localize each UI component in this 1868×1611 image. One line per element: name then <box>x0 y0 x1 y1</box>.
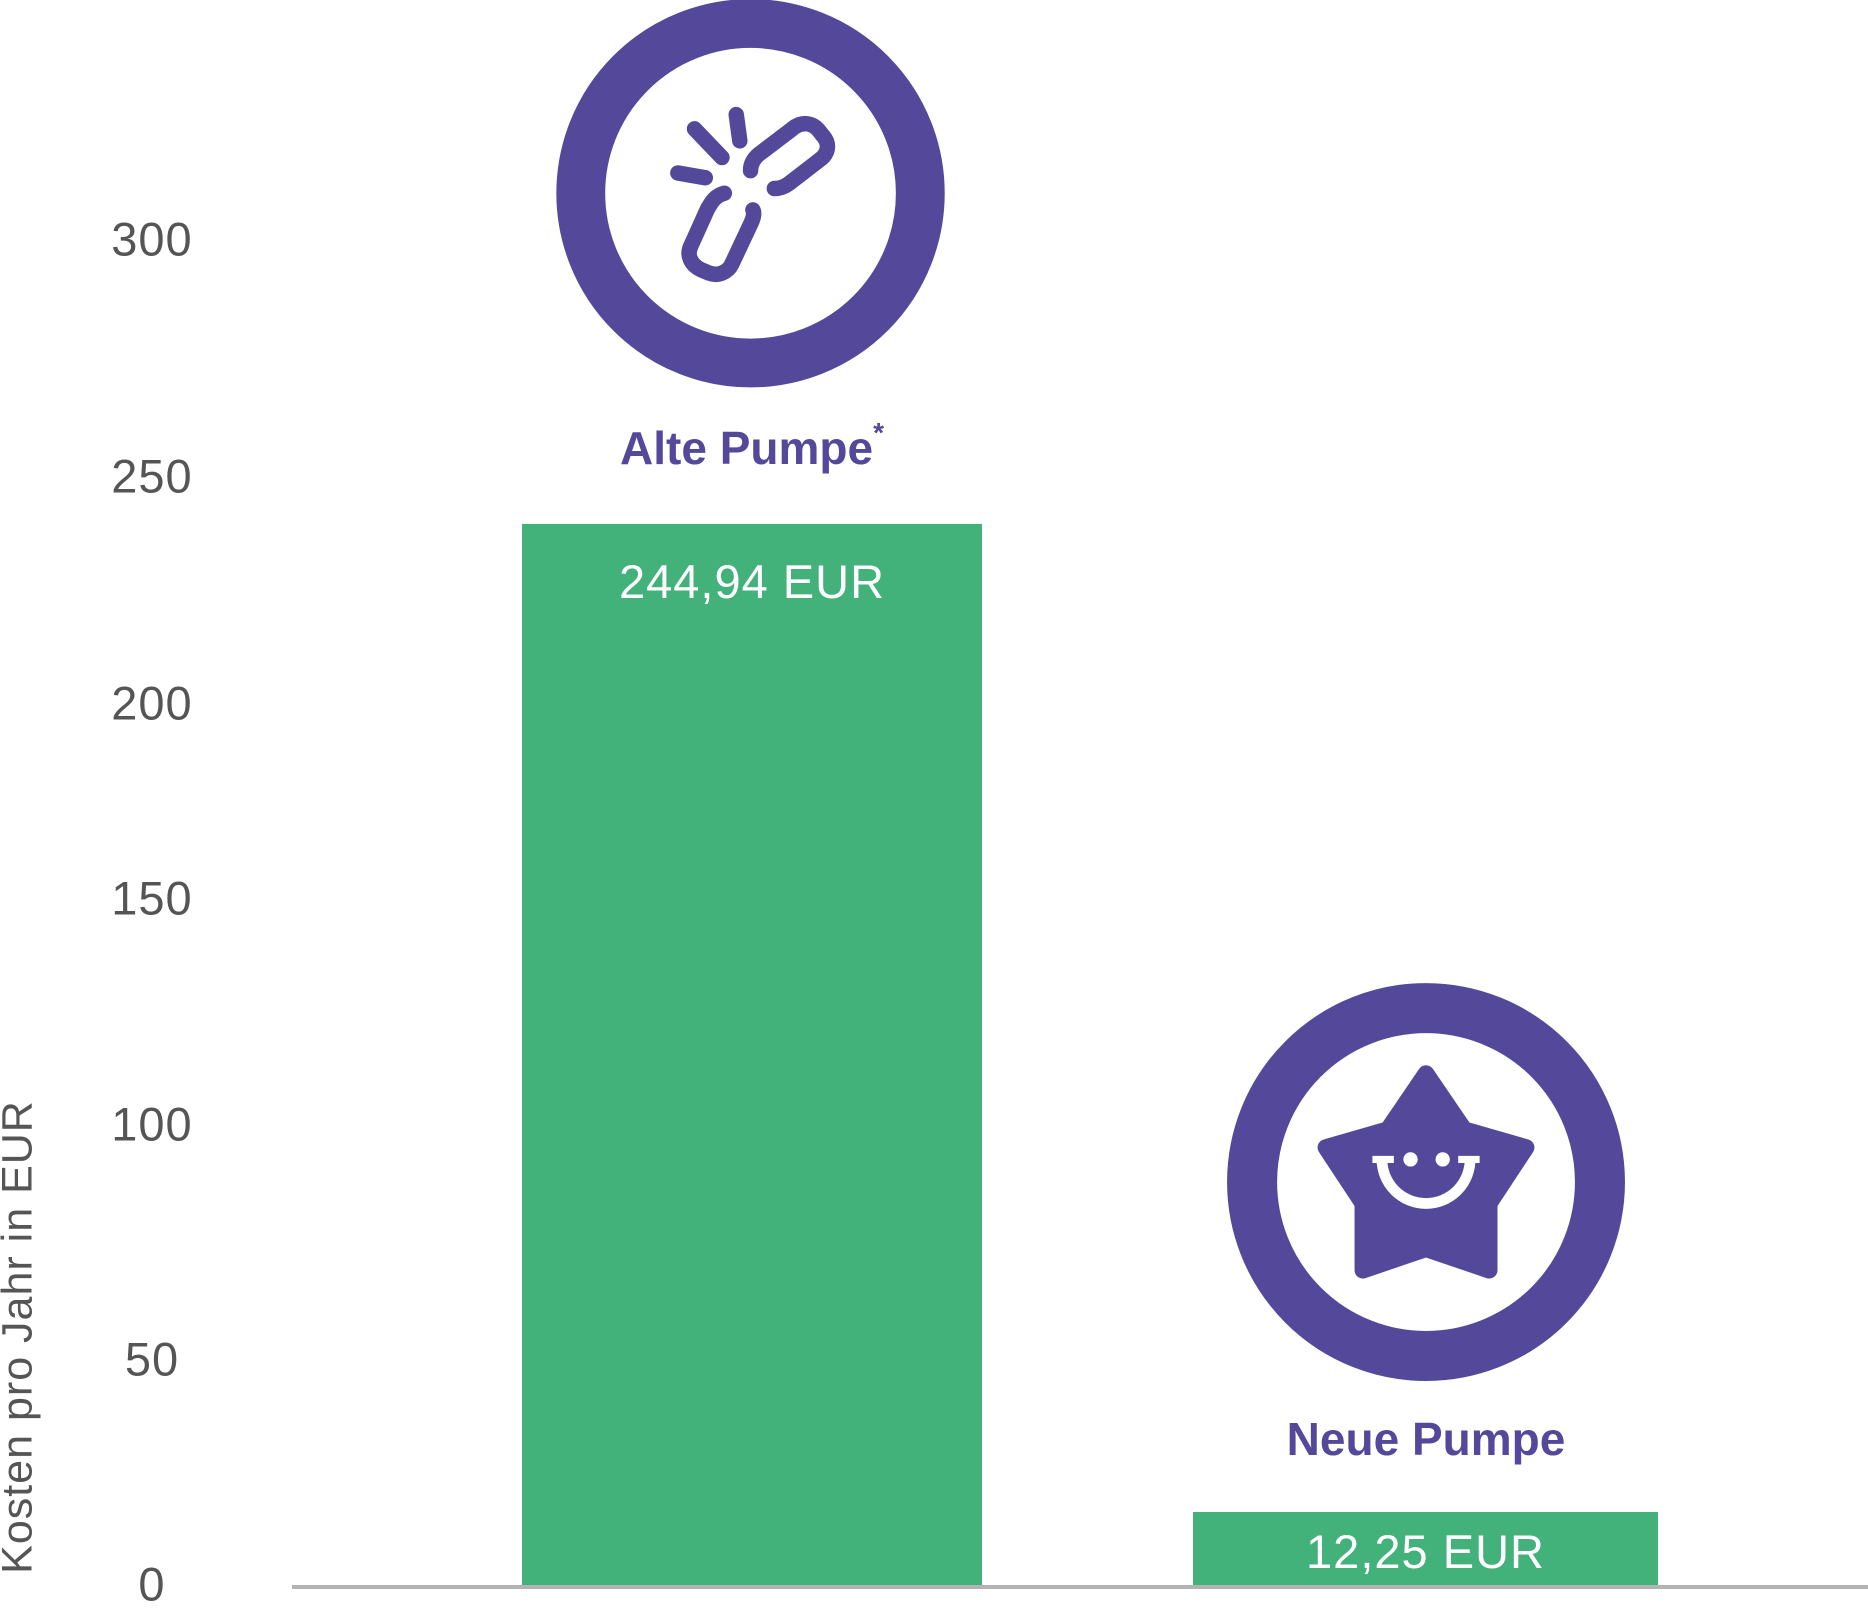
data-label: 244,94 EUR <box>618 555 886 608</box>
bar-neue-pumpe: 12,25 EUR <box>1193 1512 1658 1587</box>
x-axis-line <box>292 1585 1868 1589</box>
bar-alte-pumpe: 244,94 EUR <box>522 524 982 1587</box>
y-tick-label: 250 <box>111 449 193 503</box>
y-tick-label: 0 <box>138 1557 166 1611</box>
y-tick-label: 300 <box>111 212 193 266</box>
y-tick-label: 200 <box>111 676 193 730</box>
category-label-neue-pumpe: Neue Pumpe <box>1286 1413 1566 1465</box>
y-tick-label: 100 <box>111 1097 193 1151</box>
footnote-marker: * <box>873 417 884 448</box>
category-label-alte-pumpe: Alte Pumpe* <box>620 419 884 474</box>
data-label: 12,25 EUR <box>1306 1525 1545 1578</box>
category-text: Alte Pumpe <box>620 422 874 474</box>
y-tick-label: 150 <box>111 871 193 925</box>
smiling-star-icon <box>1227 983 1625 1381</box>
broken-chain-icon <box>556 0 945 388</box>
y-tick-label: 50 <box>124 1332 180 1386</box>
